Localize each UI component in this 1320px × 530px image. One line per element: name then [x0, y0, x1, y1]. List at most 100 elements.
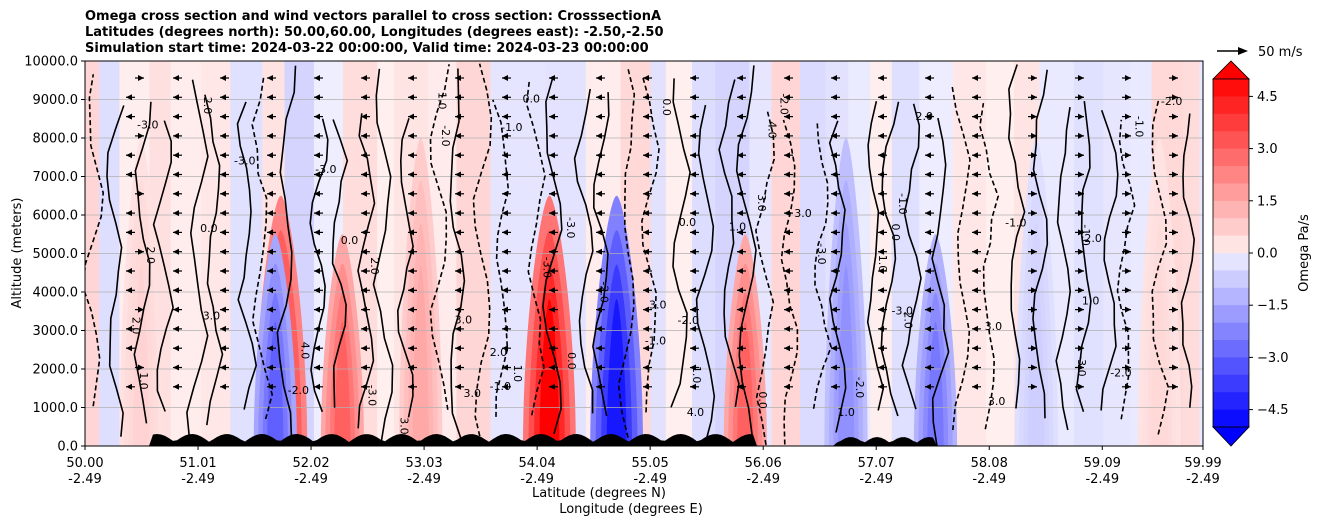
wind-vector-head — [925, 94, 931, 101]
omega-feature — [606, 299, 627, 446]
wind-vector-head — [314, 75, 320, 81]
contour-label: -1.0 — [1005, 217, 1026, 230]
wind-vector-head — [361, 190, 367, 197]
colorbar-segment — [1213, 374, 1249, 393]
wind-vector-head — [972, 210, 978, 217]
colorbar-segment — [1213, 253, 1249, 271]
wind-vector-head — [549, 345, 555, 352]
contour-label: 3.0 — [397, 417, 410, 435]
wind-vector-head — [643, 94, 649, 101]
contour-label: 3.0 — [455, 314, 473, 327]
y-tick-label: 2000.0 — [33, 363, 79, 378]
contour-label: 0.0 — [565, 352, 578, 370]
wind-vector-head — [314, 94, 320, 101]
contour-label: -1.0 — [501, 121, 522, 134]
wind-vector-head — [1078, 248, 1084, 255]
contour-positive — [309, 118, 329, 413]
contour-label: 3.0 — [649, 298, 667, 311]
contour-positive — [695, 104, 716, 446]
contour-negative — [472, 63, 493, 444]
wind-vector-head — [455, 152, 461, 159]
x-axis-label-longitude: Longitude (degrees E) — [559, 502, 703, 517]
terrain — [85, 434, 1203, 446]
wind-vector-head — [1031, 113, 1037, 120]
wind-vector-head — [784, 75, 790, 81]
wind-vector-head — [878, 152, 884, 159]
wind-vector-head — [784, 287, 790, 294]
wind-vector-head — [267, 268, 273, 274]
x-tick-label-lon: -2.49 — [633, 472, 667, 487]
wind-vector-head — [220, 190, 226, 197]
wind-vector-head — [784, 383, 790, 390]
wind-vector-head — [549, 113, 555, 120]
wind-vector-head — [408, 345, 414, 352]
wind-vector-head — [1172, 152, 1178, 159]
wind-vector-head — [455, 287, 461, 294]
wind-vector-head — [596, 113, 602, 120]
colorbar-tick-label: 4.5 — [1257, 90, 1278, 105]
wind-vector-head — [1172, 364, 1178, 371]
wind-vector-head — [784, 229, 790, 236]
wind-vector-head — [1172, 171, 1178, 178]
wind-vector-head — [502, 287, 508, 294]
wind-vector-head — [831, 94, 837, 101]
contour-positive — [1180, 113, 1196, 408]
contour-positive — [106, 105, 125, 437]
contour-negative — [780, 119, 799, 445]
contour-label: 3.0 — [464, 387, 482, 400]
wind-vector-head — [972, 190, 978, 197]
wind-vector-head — [690, 75, 696, 81]
colorbar-tick-label: −4.5 — [1257, 403, 1289, 418]
wind-vector-head — [220, 113, 226, 120]
contour-label: 1.0 — [837, 406, 855, 419]
contour-positive — [152, 120, 174, 412]
y-tick-label: 5000.0 — [33, 247, 79, 262]
wind-vector-head — [1125, 325, 1131, 332]
wind-vector-head — [267, 383, 273, 390]
wind-vector-head — [925, 268, 931, 274]
wind-vector-head — [690, 345, 696, 352]
wind-vector-head — [138, 190, 144, 197]
wind-vector-head — [1078, 383, 1084, 390]
wind-vector-head — [408, 364, 414, 371]
contour-label: -1.0 — [645, 335, 666, 348]
wind-vector-head — [643, 268, 649, 274]
wind-vector-head — [314, 287, 320, 294]
wind-vector-head — [173, 383, 179, 390]
y-tick-label: 1000.0 — [33, 401, 79, 416]
wind-vector-head — [831, 287, 837, 294]
wind-vector-head — [408, 171, 414, 178]
wind-vector-head — [1125, 132, 1131, 139]
y-tick-label: 9000.0 — [33, 93, 79, 108]
wind-vector-head — [173, 75, 179, 81]
wind-vector-head — [1172, 287, 1178, 294]
wind-vector-head — [220, 171, 226, 178]
contour-negative — [979, 102, 1000, 430]
contour-label: 0.0 — [756, 391, 769, 409]
contour-positive — [236, 101, 258, 410]
wind-vector-head — [831, 268, 837, 274]
wind-vector-head — [831, 210, 837, 217]
wind-vector-head — [737, 364, 743, 371]
wind-vector-head — [220, 152, 226, 159]
contour-label: -2.0 — [777, 93, 790, 114]
wind-vector-head — [972, 306, 978, 313]
wind-vector-head — [1125, 210, 1131, 217]
contour-positive — [1100, 109, 1119, 411]
wind-vector-head — [1172, 210, 1178, 217]
wind-vector-head — [925, 210, 931, 217]
x-tick-label-lat: 59.99 — [1184, 456, 1221, 471]
wind-vector-head — [972, 75, 978, 81]
y-tick-label: 10000.0 — [24, 55, 78, 70]
wind-vector-head — [596, 383, 602, 390]
wind-vector-head — [549, 190, 555, 197]
x-tick-label-lat: 51.01 — [179, 456, 216, 471]
wind-vector-head — [596, 75, 602, 81]
x-tick-label-lat: 50.00 — [66, 456, 103, 471]
wind-vector-head — [1078, 171, 1084, 178]
wind-vector-head — [878, 306, 884, 313]
wind-vector-head — [361, 268, 367, 274]
wind-vector-head — [455, 345, 461, 352]
wind-vector-head — [831, 306, 837, 313]
wind-vector-head — [972, 113, 978, 120]
